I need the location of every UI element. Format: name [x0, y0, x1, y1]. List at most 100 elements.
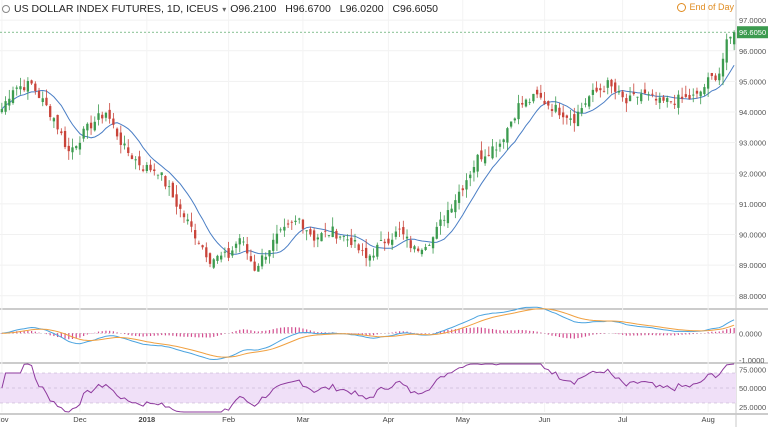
candle-body: [146, 165, 148, 171]
candle-body: [577, 112, 579, 126]
macd-histogram-bar: [633, 333, 634, 335]
candle-body: [97, 113, 99, 120]
candle-body: [707, 77, 709, 88]
candle-body: [242, 242, 244, 243]
candle-body: [175, 194, 177, 206]
macd-histogram-bar: [644, 333, 645, 335]
candle-body: [584, 103, 586, 104]
macd-histogram-bar: [492, 329, 493, 333]
candle-body: [588, 96, 590, 106]
macd-histogram-bar: [169, 333, 170, 335]
macd-histogram-bar: [514, 330, 515, 333]
macd-histogram-bar: [94, 333, 95, 334]
macd-histogram-bar: [295, 327, 296, 333]
price-tick-label: 94.0000: [739, 108, 766, 117]
candle-body: [45, 98, 47, 105]
macd-histogram-bar: [198, 333, 199, 337]
candle-body: [339, 237, 341, 238]
candle-body: [1, 109, 3, 112]
macd-histogram-bar: [217, 333, 218, 336]
symbol-status-icon[interactable]: [2, 5, 10, 13]
candle-body: [209, 253, 211, 264]
clock-icon: [677, 3, 686, 12]
macd-histogram-bar: [291, 327, 292, 333]
candle-body: [555, 105, 557, 112]
macd-histogram-bar: [269, 330, 270, 333]
candle-body: [276, 234, 278, 244]
macd-histogram-bar: [678, 333, 679, 335]
candle-body: [395, 232, 397, 237]
macd-histogram-bar: [466, 328, 467, 333]
candle-body: [23, 87, 25, 90]
candle-body: [495, 150, 497, 151]
macd-histogram-bar: [477, 327, 478, 333]
candle-body: [283, 227, 285, 231]
time-tick-label: Jun: [539, 415, 551, 424]
macd-histogram-bar: [284, 327, 285, 333]
candle-body: [651, 94, 653, 95]
macd-histogram-bar: [555, 333, 556, 336]
market-status[interactable]: End of Day: [677, 2, 734, 12]
candle-body: [398, 229, 400, 230]
candle-body: [183, 213, 185, 217]
macd-histogram-bar: [143, 333, 144, 336]
macd-histogram-bar: [31, 331, 32, 333]
candle-body: [677, 95, 679, 108]
macd-histogram-bar: [35, 332, 36, 334]
chevron-down-icon[interactable]: ▾: [222, 5, 226, 14]
candle-body: [636, 97, 638, 98]
candle-body: [227, 248, 229, 258]
candle-body: [231, 250, 233, 255]
macd-histogram-bar: [682, 333, 683, 334]
candle-body: [112, 119, 114, 125]
macd-histogram-bar: [563, 333, 564, 337]
macd-histogram-bar: [124, 333, 125, 334]
candle-body: [56, 115, 58, 129]
macd-histogram-bar: [685, 333, 686, 334]
candle-body: [428, 245, 430, 246]
candle-body: [49, 106, 51, 117]
macd-histogram-bar: [473, 328, 474, 334]
macd-histogram-bar: [247, 330, 248, 334]
macd-histogram-bar: [615, 333, 616, 334]
macd-histogram-bar: [537, 332, 538, 334]
macd-histogram-bar: [317, 332, 318, 333]
candle-body: [346, 239, 348, 240]
candle-body: [12, 90, 14, 103]
candle-body: [68, 146, 70, 151]
candle-body: [685, 94, 687, 97]
candle-body: [116, 129, 118, 137]
macd-histogram-bar: [559, 333, 560, 337]
candle-body: [432, 237, 434, 248]
candle-body: [372, 256, 374, 258]
macd-histogram-bar: [146, 333, 147, 336]
candle-body: [246, 244, 248, 253]
candle-body: [298, 219, 300, 220]
macd-histogram-bar: [195, 333, 196, 337]
candle-body: [253, 262, 255, 271]
price-tick-label: 93.0000: [739, 139, 766, 148]
macd-histogram-bar: [79, 333, 80, 337]
macd-histogram-bar: [98, 332, 99, 334]
candle-body: [458, 192, 460, 203]
candle-body: [688, 95, 690, 99]
candle-body: [469, 175, 471, 179]
candle-body: [153, 169, 155, 171]
candle-body: [75, 146, 77, 148]
price-tick-label: 91.0000: [739, 200, 766, 209]
macd-histogram-bar: [511, 330, 512, 333]
candle-body: [484, 156, 486, 163]
macd-histogram-bar: [209, 333, 210, 337]
candle-body: [696, 91, 698, 94]
symbol-title[interactable]: US DOLLAR INDEX FUTURES, 1D, ICEUS: [14, 3, 218, 15]
candle-body: [82, 129, 84, 139]
candle-body: [640, 94, 642, 102]
candle-body: [562, 112, 564, 117]
macd-histogram-bar: [641, 333, 642, 335]
macd-histogram-bar: [533, 331, 534, 333]
macd-histogram-bar: [232, 332, 233, 333]
macd-histogram-bar: [715, 332, 716, 333]
macd-histogram-bar: [139, 333, 140, 336]
